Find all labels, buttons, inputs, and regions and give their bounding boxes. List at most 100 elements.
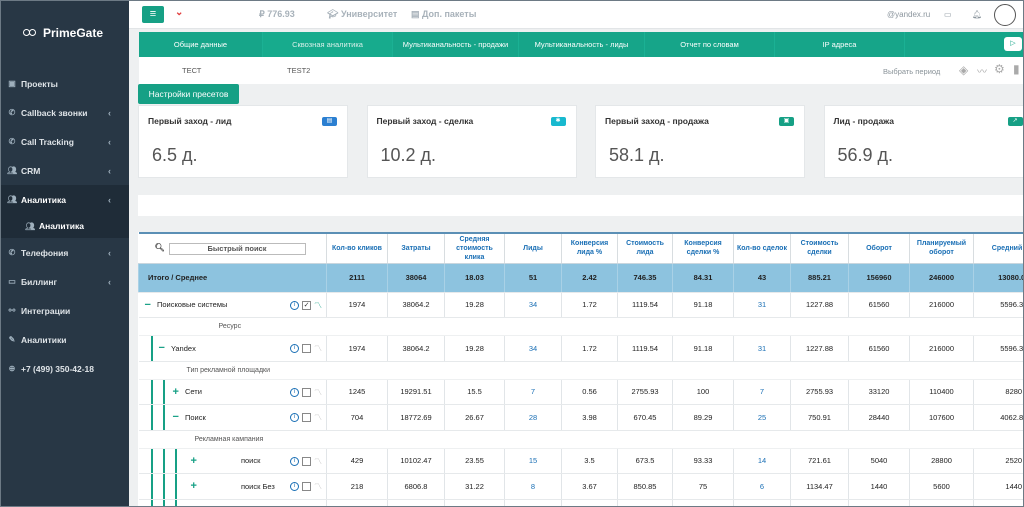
column-header[interactable]: Конверсия сделки %	[672, 232, 734, 264]
column-header[interactable]: Планируемый оборот	[909, 232, 974, 264]
table-row[interactable]: + Сети i 〽 1245 19291.51 15.5 7 0.56 2755.93 100 7 2…	[138, 379, 1023, 405]
row-checkbox[interactable]	[302, 482, 311, 491]
table-row[interactable]: + поиск Без i 〽 218 6806.8 31.22 8 3.67 850.85 75 6…	[138, 473, 1023, 500]
gear-icon[interactable]: ⚙	[994, 62, 1005, 76]
user-email[interactable]: @yandex.ru	[887, 10, 931, 19]
data-cell[interactable]: 7	[504, 379, 562, 405]
row-checkbox[interactable]	[302, 344, 311, 353]
column-header[interactable]: Стоимость лида	[617, 232, 673, 264]
avatar[interactable]	[994, 4, 1016, 26]
trend-icon[interactable]: 〽	[314, 387, 322, 397]
trend-icon[interactable]: 〽	[314, 482, 322, 491]
sidebar-item-9[interactable]: ✎ Аналитики	[1, 325, 129, 354]
trend-icon[interactable]: 〽	[314, 344, 322, 353]
preset-tab-test2[interactable]: TEST2	[287, 66, 311, 75]
sidebar-item-0[interactable]: ▣ Проекты	[1, 69, 129, 98]
column-header[interactable]: Оборот	[848, 232, 910, 264]
data-cell[interactable]: 34	[504, 292, 562, 318]
info-icon[interactable]: i	[290, 413, 299, 422]
row-checkbox[interactable]: ✓	[302, 300, 311, 310]
row-label-cell: + поиск i 〽	[138, 448, 327, 474]
data-cell[interactable]: 28	[504, 404, 562, 431]
row-checkbox[interactable]	[302, 413, 311, 422]
table-row[interactable]: + поиск i 〽 429 10102.47 23.55 15 3.5 673.5 93.33 1…	[138, 448, 1023, 474]
sidebar-item-5[interactable]: 👥︎ Аналитика	[1, 214, 129, 238]
tab-4[interactable]: Отчет по словам	[645, 32, 775, 57]
expand-icon[interactable]: +	[190, 454, 197, 467]
sidebar-item-8[interactable]: ⚯ Интеграции	[1, 296, 129, 325]
info-icon[interactable]: i	[290, 482, 299, 491]
sidebar-item-6[interactable]: ✆ Телефония ‹	[1, 238, 129, 267]
trend-icon[interactable]: 〽	[314, 300, 322, 310]
info-icon[interactable]: i	[290, 387, 299, 397]
preset-tab-test[interactable]: ТЕСТ	[182, 66, 202, 75]
university-link[interactable]: 🎓︎ Университет	[327, 9, 397, 20]
data-cell[interactable]: 6	[733, 499, 791, 506]
quick-search-input[interactable]: Быстрый поиск	[168, 243, 306, 255]
packages-link[interactable]: ▤ Доп. пакеты	[411, 9, 476, 20]
trend-icon[interactable]: 〽	[314, 413, 322, 422]
column-header[interactable]: Кол-во кликов	[326, 232, 388, 264]
brand-logo[interactable]: PrimeGate	[23, 26, 103, 40]
sidebar-item-4[interactable]: 👥︎ Аналитика ‹	[1, 185, 129, 214]
play-icon[interactable]: ▷	[1004, 37, 1022, 51]
total-cell: 885.21	[790, 263, 849, 293]
column-header[interactable]: Средний чек	[973, 232, 1023, 264]
data-cell[interactable]: 8	[504, 473, 562, 500]
sidebar-item-7[interactable]: ▭ Биллинг ‹	[1, 267, 129, 296]
sidebar-item-10[interactable]: ⊕ +7 (499) 350-42-18	[1, 354, 129, 383]
menu-toggle-button[interactable]: ≡	[142, 6, 164, 23]
sidebar-item-3[interactable]: 👥︎ CRM ‹	[1, 156, 129, 185]
collapse-icon[interactable]: −	[144, 298, 151, 311]
column-header[interactable]: Средняя стоимость клика	[444, 232, 505, 264]
sidebar-item-2[interactable]: ✆ Call Tracking ‹	[1, 127, 129, 156]
bell-icon[interactable]: 🔔︎	[972, 10, 983, 19]
balance[interactable]: ₽ 776.93	[259, 9, 295, 19]
table-row[interactable]: +поиск Ручi〽561833.2332.74610.71305.5410…	[138, 499, 1023, 507]
info-icon[interactable]: i	[290, 300, 299, 310]
tab-0[interactable]: Общие данные	[139, 32, 263, 57]
tab-1[interactable]: Сквозная аналитика	[263, 32, 393, 57]
row-checkbox[interactable]	[302, 456, 311, 466]
data-cell[interactable]: 7	[733, 379, 791, 405]
data-cell[interactable]: 14	[733, 448, 791, 474]
table-row[interactable]: − Поисковые системы i ✓ 〽 1974 38064.2 19.28 34 1…	[138, 292, 1023, 318]
data-cell[interactable]: 34	[504, 335, 562, 362]
info-icon[interactable]: i	[290, 456, 299, 466]
bar-chart-icon[interactable]: ▮	[1013, 62, 1020, 76]
trend-icon[interactable]: 〰	[977, 67, 987, 78]
period-picker[interactable]: Выбрать период	[883, 67, 941, 76]
chevron-down-icon[interactable]: ⌄	[175, 7, 184, 18]
column-header[interactable]: Лиды	[504, 232, 562, 264]
layers-icon[interactable]: ◈	[959, 63, 969, 77]
tab-3[interactable]: Мультиканальность - лиды	[519, 32, 645, 57]
collapse-icon[interactable]: −	[158, 342, 165, 355]
data-cell[interactable]: 15	[504, 448, 562, 474]
expand-icon[interactable]: +	[190, 480, 197, 493]
row-checkbox[interactable]	[302, 387, 311, 397]
expand-icon[interactable]: +	[172, 385, 179, 398]
column-header[interactable]: Конверсия лида %	[561, 232, 618, 264]
collapse-icon[interactable]: −	[172, 411, 179, 424]
preset-settings-button[interactable]: Настройки пресетов	[138, 84, 239, 104]
data-cell[interactable]: 6	[504, 499, 562, 506]
card-icon[interactable]: ▭	[944, 10, 952, 19]
expand-icon[interactable]: +	[191, 506, 197, 507]
table-row[interactable]: − Поиск i 〽 704 18772.69 26.67 28 3.98 670.45 89.2…	[138, 404, 1023, 431]
data-cell[interactable]: 25	[733, 404, 791, 431]
tab-2[interactable]: Мультиканальность - продажи	[393, 32, 519, 57]
info-icon[interactable]: i	[290, 344, 299, 353]
sidebar-item-1[interactable]: ✆ Callback звонки ‹	[1, 98, 129, 127]
tab-5[interactable]: IP адреса	[775, 32, 905, 57]
table-row[interactable]: − Yandex i 〽 1974 38064.2 19.28 34 1.72 1119.54 91…	[138, 335, 1023, 362]
column-header[interactable]: Кол-во сделок	[733, 232, 791, 264]
total-cell: 13080.00	[973, 263, 1023, 293]
data-cell[interactable]: 6	[733, 473, 791, 500]
data-cell[interactable]: 31	[733, 335, 791, 362]
data-cell[interactable]: 31	[733, 292, 791, 318]
column-header[interactable]: Стоимость сделки	[790, 232, 849, 264]
trend-icon[interactable]: 〽	[314, 456, 322, 466]
row-controls: i 〽	[290, 456, 322, 467]
package-icon: ▤	[411, 9, 423, 19]
column-header[interactable]: Затраты	[387, 232, 445, 264]
